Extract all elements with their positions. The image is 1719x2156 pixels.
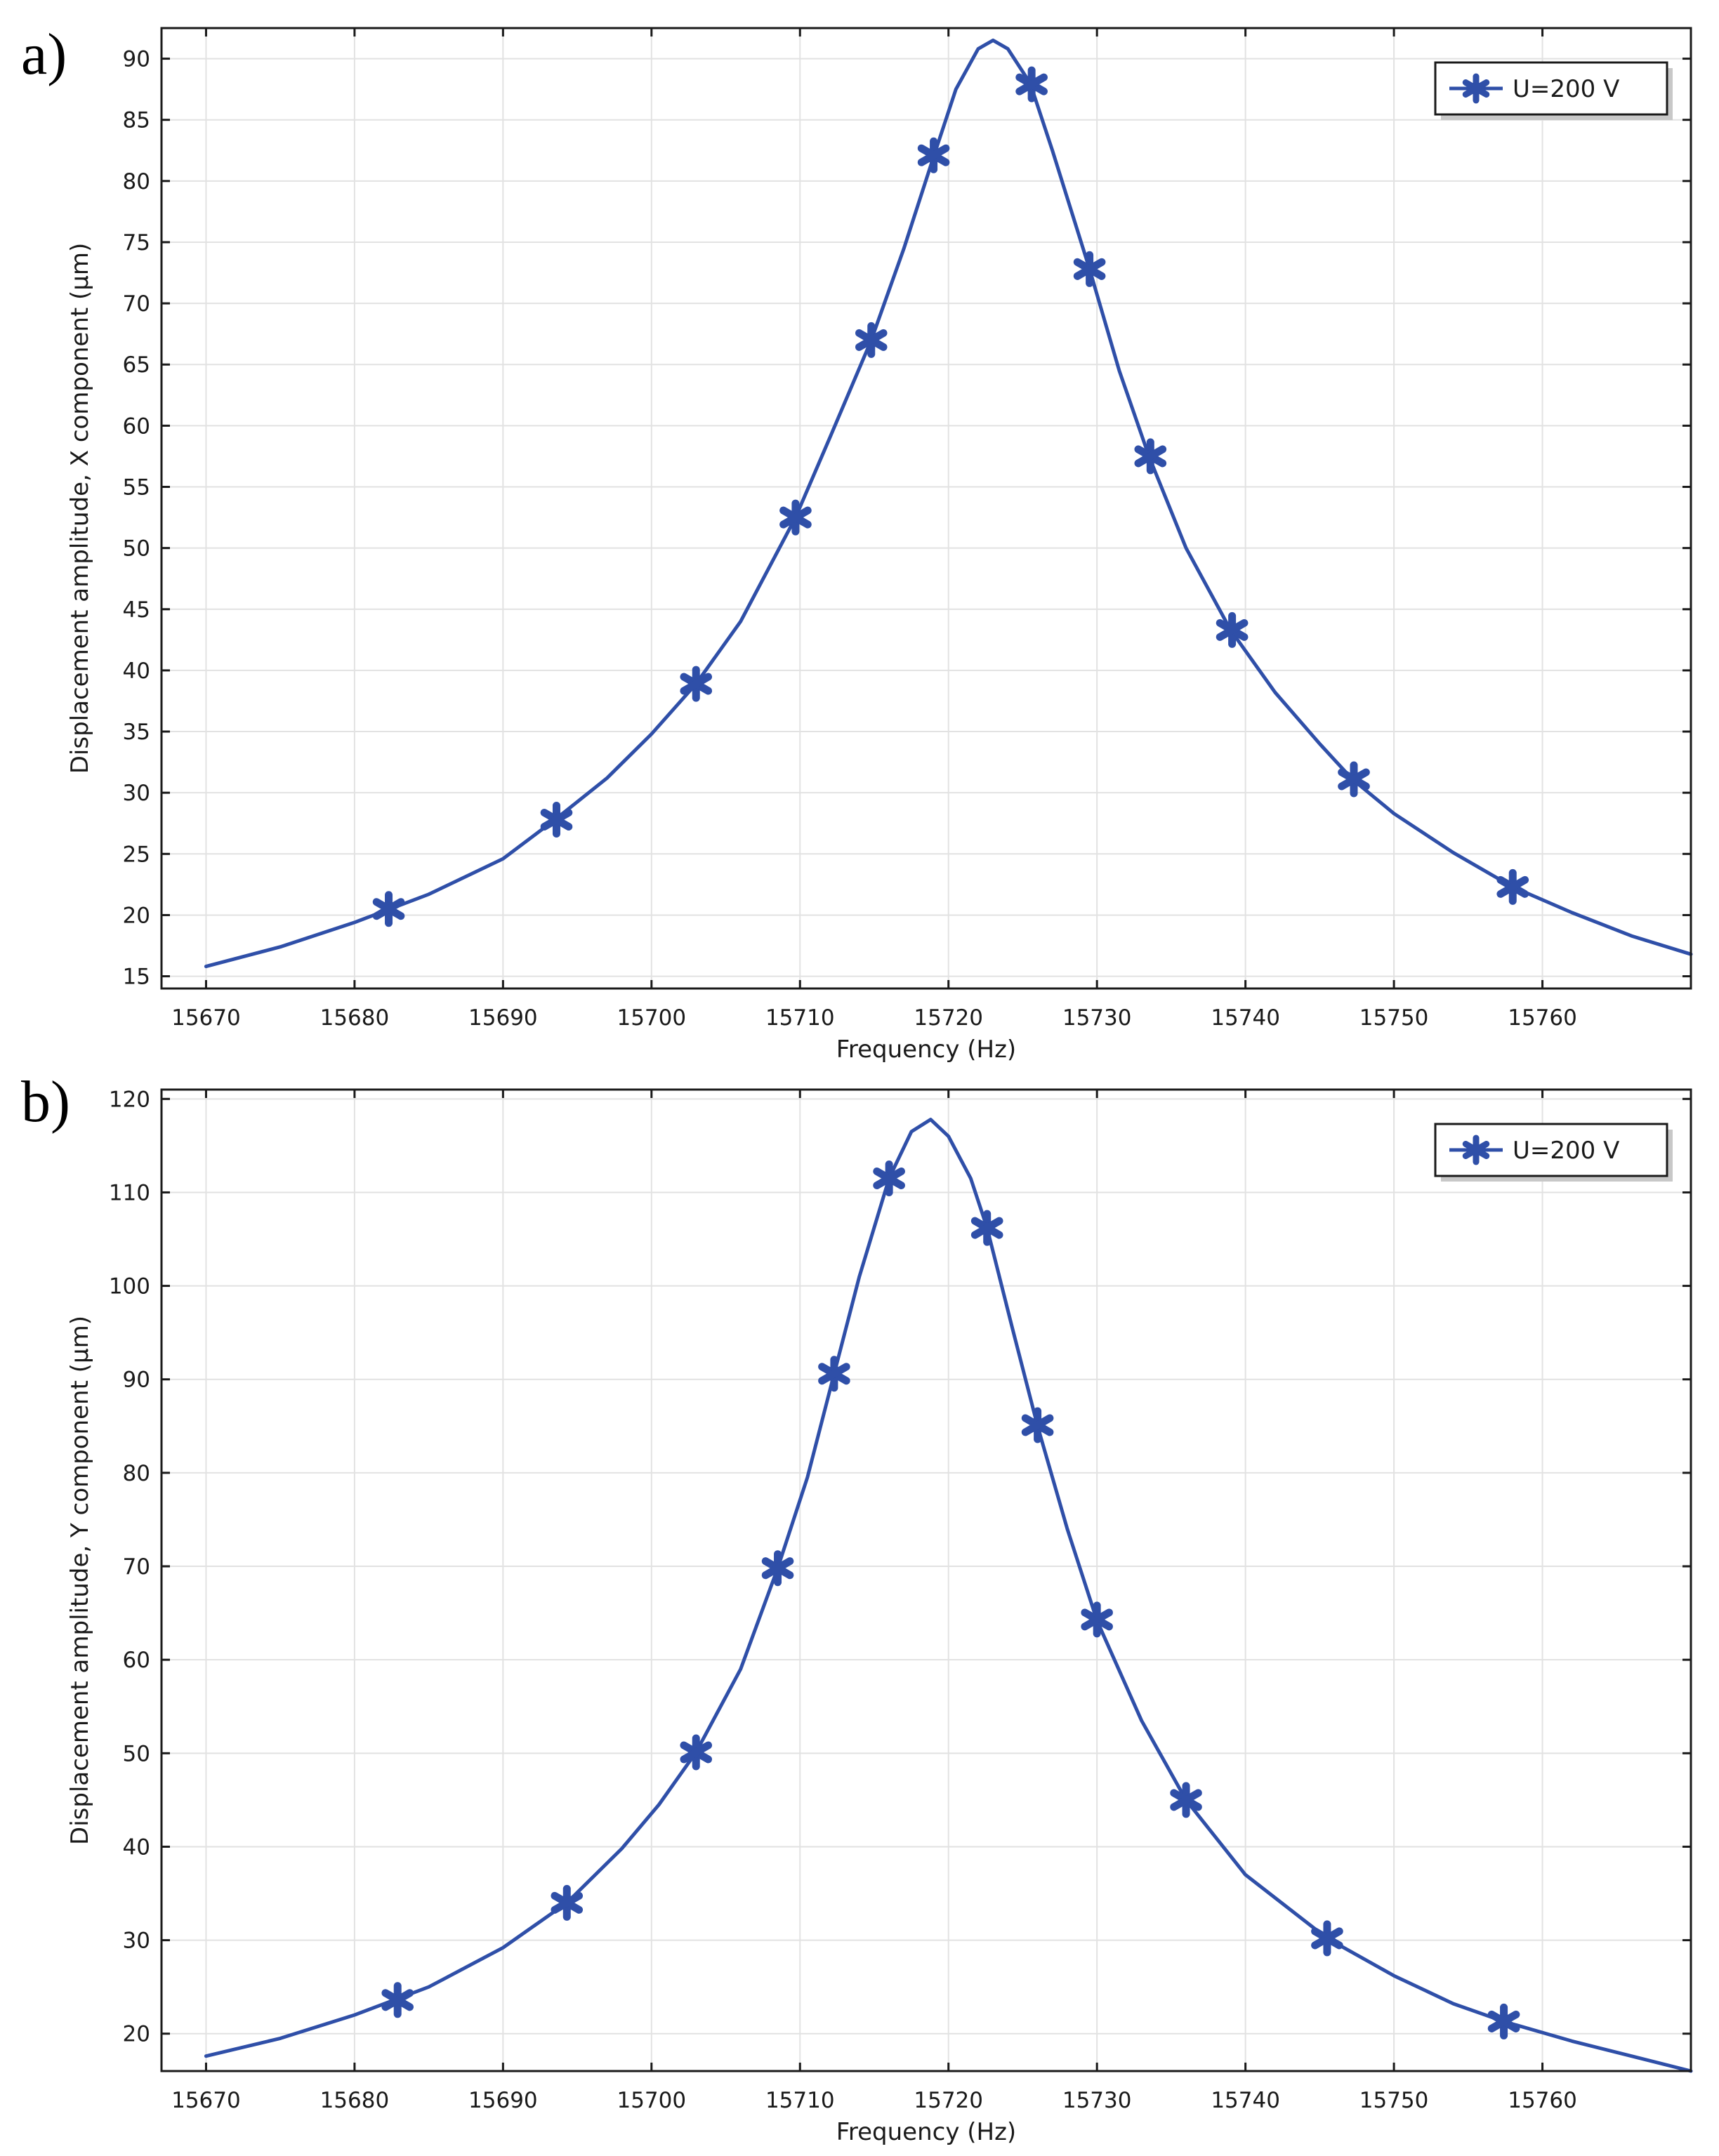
x-tick-label: 15670 bbox=[171, 2088, 241, 2113]
panel-a-chart: a) 15670 15680 15690 15700 15710 15720 15730 15… bbox=[21, 22, 1693, 1064]
data-point-marker bbox=[680, 1734, 713, 1771]
data-point-marker bbox=[970, 1210, 1003, 1246]
data-point-marker bbox=[1134, 438, 1167, 475]
y-tick-label: 80 bbox=[123, 169, 150, 194]
legend-asterisk-marker bbox=[1462, 1135, 1490, 1165]
data-point-marker bbox=[818, 1356, 850, 1392]
x-tick-label: 15730 bbox=[1062, 2088, 1132, 2113]
y-tick-label: 110 bbox=[109, 1180, 150, 1205]
data-point-marker bbox=[1015, 66, 1048, 102]
x-tick-label: 15680 bbox=[320, 2088, 390, 2113]
data-point-marker bbox=[1021, 1407, 1054, 1443]
data-point-marker bbox=[1496, 868, 1529, 905]
y-axis-title: Displacement amplitude, Y component (µm) bbox=[66, 1316, 94, 1845]
y-tick-label: 15 bbox=[123, 965, 150, 990]
y-tick-label: 20 bbox=[123, 903, 150, 928]
x-tick-label: 15700 bbox=[617, 2088, 686, 2113]
panel-label-a: a) bbox=[21, 22, 67, 87]
data-point-marker bbox=[551, 1884, 584, 1921]
y-tick-label: 60 bbox=[123, 1648, 150, 1673]
x-tick-label: 15680 bbox=[320, 1005, 390, 1031]
data-point-marker bbox=[381, 1982, 414, 2018]
legend: U=200 V bbox=[1434, 1123, 1673, 1182]
x-tick-label: 15710 bbox=[765, 1005, 835, 1031]
y-tick-label: 120 bbox=[109, 1087, 150, 1112]
data-point-marker bbox=[372, 891, 405, 927]
data-point-marker bbox=[761, 1550, 794, 1587]
y-tick-label: 90 bbox=[123, 47, 150, 72]
y-tick-label: 20 bbox=[123, 2022, 150, 2047]
data-point-marker bbox=[680, 666, 713, 702]
data-point-marker bbox=[855, 322, 888, 358]
x-tick-label: 15700 bbox=[617, 1005, 686, 1031]
x-tick-label: 15670 bbox=[171, 1005, 241, 1031]
plot-frame bbox=[160, 1088, 1692, 2072]
x-tick-label: 15740 bbox=[1211, 2088, 1280, 2113]
x-tick-label: 15690 bbox=[468, 1005, 538, 1031]
data-point-marker bbox=[873, 1160, 905, 1196]
y-tick-label: 40 bbox=[123, 1834, 150, 1860]
data-point-marker bbox=[1081, 1601, 1113, 1638]
series-line bbox=[204, 38, 1693, 969]
x-tick-label: 15760 bbox=[1508, 1005, 1577, 1031]
x-tick-label: 15760 bbox=[1508, 2088, 1577, 2113]
data-point-marker bbox=[779, 499, 812, 536]
y-tick-label: 50 bbox=[123, 1741, 150, 1766]
y-tick-label: 70 bbox=[123, 291, 150, 317]
x-tick-label: 15750 bbox=[1359, 1005, 1429, 1031]
data-point-marker bbox=[1170, 1782, 1202, 1818]
panel-label-b: b) bbox=[21, 1069, 70, 1135]
x-axis-title: Frequency (Hz) bbox=[836, 1036, 1016, 1064]
data-point-marker bbox=[1216, 611, 1249, 648]
y-tick-label: 65 bbox=[123, 352, 150, 378]
series-line bbox=[204, 1118, 1693, 2073]
plot-frame bbox=[160, 27, 1692, 990]
data-point-marker bbox=[917, 137, 950, 173]
y-tick-label: 30 bbox=[123, 1929, 150, 1954]
x-tick-label: 15750 bbox=[1359, 2088, 1429, 2113]
y-tick-label: 40 bbox=[123, 659, 150, 684]
y-tick-label: 35 bbox=[123, 720, 150, 745]
y-tick-label: 70 bbox=[123, 1554, 150, 1580]
y-tick-label: 100 bbox=[109, 1274, 150, 1299]
x-tick-label: 15730 bbox=[1062, 1005, 1132, 1031]
y-tick-label: 30 bbox=[123, 781, 150, 806]
data-point-marker bbox=[540, 802, 573, 838]
y-tick-label: 75 bbox=[123, 230, 150, 256]
y-tick-label: 85 bbox=[123, 108, 150, 133]
y-tick-label: 80 bbox=[123, 1461, 150, 1486]
data-point-marker bbox=[1311, 1920, 1343, 1957]
x-axis-title: Frequency (Hz) bbox=[836, 2118, 1016, 2146]
x-tick-label: 15720 bbox=[914, 2088, 983, 2113]
x-tick-label: 15720 bbox=[914, 1005, 983, 1031]
y-tick-label: 25 bbox=[123, 842, 150, 867]
data-point-marker bbox=[1338, 761, 1370, 798]
legend-label: U=200 V bbox=[1513, 1137, 1619, 1165]
legend-asterisk-marker bbox=[1462, 73, 1490, 104]
y-tick-label: 60 bbox=[123, 414, 150, 439]
y-axis-title: Displacement amplitude, X component (µm) bbox=[66, 243, 94, 774]
y-tick-label: 55 bbox=[123, 475, 150, 501]
data-point-marker bbox=[1073, 251, 1106, 287]
y-tick-label: 90 bbox=[123, 1368, 150, 1393]
legend-label: U=200 V bbox=[1513, 75, 1619, 103]
y-tick-label: 50 bbox=[123, 536, 150, 562]
x-tick-label: 15740 bbox=[1211, 1005, 1280, 1031]
legend: U=200 V bbox=[1434, 61, 1673, 120]
data-point-marker bbox=[1487, 2003, 1520, 2039]
x-tick-label: 15690 bbox=[468, 2088, 538, 2113]
y-tick-label: 45 bbox=[123, 597, 150, 623]
x-tick-label: 15710 bbox=[765, 2088, 835, 2113]
panel-b-chart: b) 15670 15680 15690 15700 15710 15720 15730 15… bbox=[21, 1069, 1693, 2146]
